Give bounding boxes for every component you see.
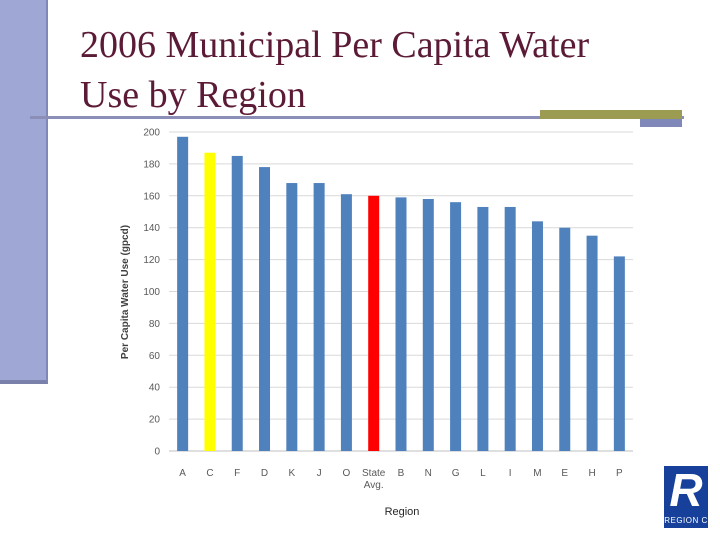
x-tick-label: Avg. <box>364 480 384 491</box>
bar-l <box>477 206 489 451</box>
bar-g <box>450 202 462 451</box>
blue-accent-bar <box>640 119 682 127</box>
bar-a <box>177 136 189 451</box>
bar-p <box>613 256 625 451</box>
slide-title-line-2: Use by Region <box>80 74 306 116</box>
y-tick-label: 140 <box>143 223 160 234</box>
bar-e <box>559 227 571 451</box>
bar-o <box>340 194 352 451</box>
y-tick-label: 20 <box>149 415 161 426</box>
y-tick-label: 100 <box>143 287 160 298</box>
bar-m <box>531 221 543 451</box>
slide-title: 2006 Municipal Per Capita Water Use by R… <box>80 20 700 120</box>
y-tick-label: 120 <box>143 255 160 266</box>
logo-letter: R <box>669 464 703 516</box>
bar-k <box>286 183 298 452</box>
x-tick-label: N <box>425 468 432 479</box>
y-tick-label: 0 <box>154 447 160 458</box>
x-tick-label: K <box>288 468 295 479</box>
y-tick-label: 180 <box>143 159 160 170</box>
x-tick-label: M <box>533 468 541 479</box>
x-tick-label: P <box>616 468 623 479</box>
x-tick-label: F <box>234 468 240 479</box>
x-tick-label: D <box>261 468 268 479</box>
bar-j <box>313 183 325 452</box>
x-tick-label: O <box>343 468 351 479</box>
title-underline <box>30 116 684 119</box>
y-tick-label: 200 <box>143 128 160 139</box>
x-tick-label: J <box>317 468 322 479</box>
y-tick-label: 40 <box>149 383 161 394</box>
bar-n <box>422 198 434 451</box>
bar-f <box>231 155 243 452</box>
x-tick-label: E <box>561 468 568 479</box>
y-tick-label: 160 <box>143 191 160 202</box>
logo-caption: REGION C <box>664 516 708 525</box>
y-axis-label: Per Capita Water Use (gpcd) <box>120 225 131 359</box>
x-axis-label: Region <box>385 506 420 518</box>
y-tick-label: 60 <box>149 351 161 362</box>
bars <box>177 136 625 452</box>
x-tick-label: A <box>179 468 186 479</box>
bar-i <box>504 206 516 451</box>
region-c-logo: R REGION C <box>664 464 708 528</box>
x-tick-label: I <box>509 468 512 479</box>
left-decorative-band <box>0 0 48 384</box>
bar-d <box>259 167 271 451</box>
y-tick-labels: 0 20 40 60 80 100 120 140 160 180 200 <box>143 128 160 458</box>
bar-b <box>395 197 407 451</box>
bar-h <box>586 235 598 451</box>
bar-state-avg <box>368 195 380 451</box>
x-tick-label: L <box>480 468 486 479</box>
x-tick-label: State <box>362 468 386 479</box>
olive-accent-bar <box>540 110 682 119</box>
slide-title-line-1: 2006 Municipal Per Capita Water <box>80 24 590 66</box>
x-tick-label: C <box>206 468 213 479</box>
x-tick-label: H <box>588 468 595 479</box>
x-tick-label: B <box>398 468 405 479</box>
bar-c <box>204 152 216 452</box>
x-tick-label: G <box>452 468 460 479</box>
y-tick-label: 80 <box>149 319 161 330</box>
accent-bar-joint <box>640 117 682 119</box>
